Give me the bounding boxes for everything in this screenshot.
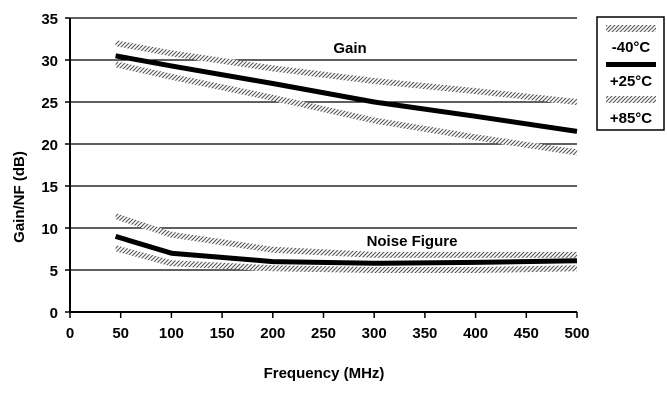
y-axis-title: Gain/NF (dB) [11,151,28,243]
series-line-nf-plus85c [114,213,577,258]
y-tick-label-30: 30 [41,53,58,70]
x-tick-label-250: 250 [311,325,336,342]
y-tick-label-0: 0 [50,305,58,322]
series-lines [114,40,578,273]
annotation-noise-figure: Noise Figure [367,233,458,250]
y-tick-label-5: 5 [50,263,58,280]
y-tick-label-35: 35 [41,11,58,28]
axes [65,17,578,318]
x-tick-label-500: 500 [564,325,589,342]
x-tick-label-350: 350 [412,325,437,342]
y-tick-label-15: 15 [41,179,58,196]
series-line-gain-plus25c [115,53,578,134]
x-tick-label-0: 0 [66,325,74,342]
legend-label-minus40: -40°C [612,39,651,56]
y-tick-label-20: 20 [41,137,58,154]
y-tick-label-25: 25 [41,95,58,112]
legend-label-plus25: +25°C [610,73,652,90]
x-tick-label-150: 150 [210,325,235,342]
series-line-nf-minus40c [114,245,578,273]
annotation-gain: Gain [333,40,366,57]
legend-swatch-plus85 [606,96,656,103]
legend-box [596,16,665,131]
x-tick-label-50: 50 [112,325,129,342]
x-tick-label-450: 450 [514,325,539,342]
series-line-nf-plus25c [114,234,578,266]
x-tick-label-200: 200 [260,325,285,342]
x-tick-label-400: 400 [463,325,488,342]
x-axis-title: Frequency (MHz) [264,365,385,382]
series-line-gain-plus85c [114,61,578,156]
legend-label-plus85: +85°C [610,110,652,127]
x-tick-label-300: 300 [362,325,387,342]
y-tick-label-10: 10 [41,221,58,238]
legend: -40°C +25°C +85°C [596,16,665,131]
legend-swatch-plus25 [606,62,656,67]
series-line-gain-minus40c [115,40,578,105]
x-tick-label-100: 100 [159,325,184,342]
legend-swatch-minus40 [606,25,656,32]
